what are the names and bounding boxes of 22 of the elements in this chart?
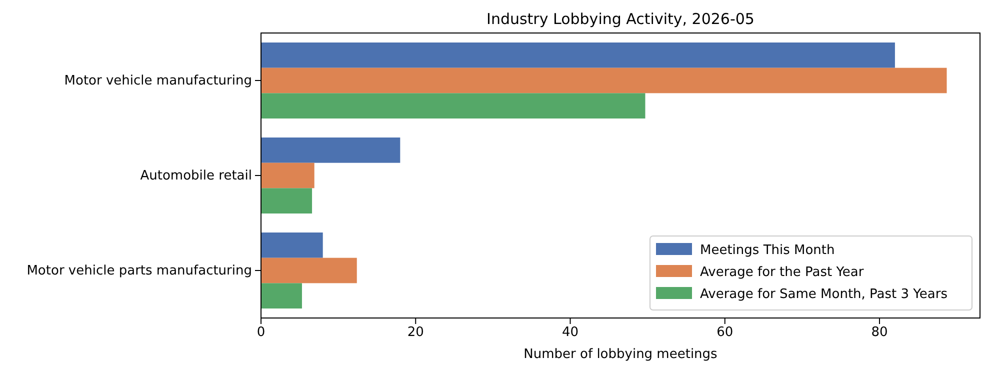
bar <box>261 283 302 308</box>
y-tick-label: Motor vehicle manufacturing <box>64 74 252 89</box>
legend-label: Average for the Past Year <box>700 265 864 280</box>
bar <box>261 188 312 214</box>
bar <box>261 232 323 258</box>
y-tick-label: Motor vehicle parts manufacturing <box>26 264 252 279</box>
chart-title: Industry Lobbying Activity, 2026-05 <box>486 10 754 28</box>
y-tick-label: Automobile retail <box>140 168 252 184</box>
legend-label: Meetings This Month <box>700 243 835 258</box>
legend-label: Average for Same Month, Past 3 Years <box>700 287 948 302</box>
bar <box>261 258 357 284</box>
x-tick-label: 20 <box>407 325 424 340</box>
x-tick-label: 60 <box>716 325 734 340</box>
bar <box>261 68 947 94</box>
bar <box>261 162 314 188</box>
bar <box>261 42 895 68</box>
x-tick-label: 40 <box>562 325 579 340</box>
bar <box>261 93 646 118</box>
x-tick-label: 0 <box>256 325 266 340</box>
x-axis-title: Number of lobbying meetings <box>524 347 718 362</box>
x-tick-label: 80 <box>871 325 888 340</box>
bar <box>261 138 400 163</box>
